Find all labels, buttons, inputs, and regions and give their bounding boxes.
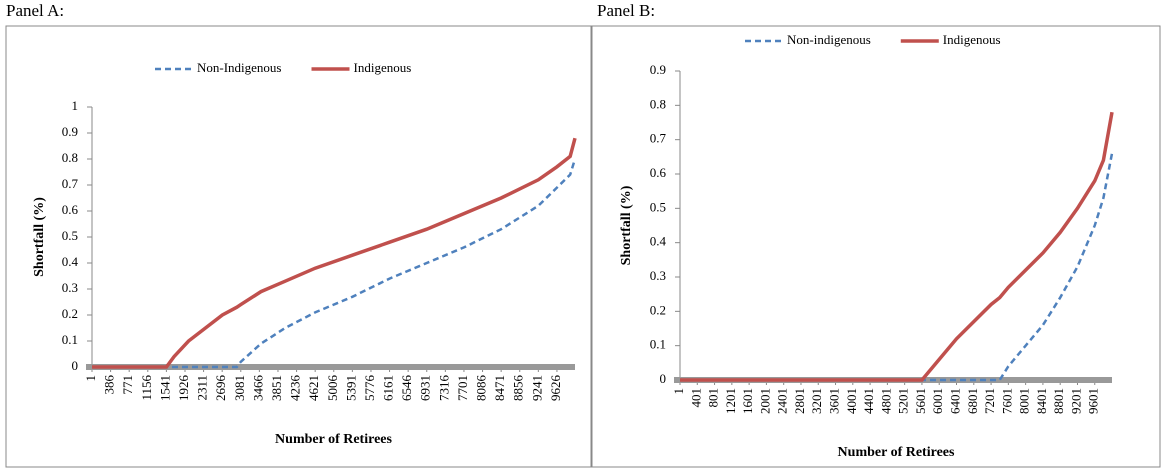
legend-label: Indigenous — [943, 32, 1001, 47]
x-tick-label: 401 — [688, 388, 703, 408]
x-tick-label: 1541 — [157, 375, 172, 401]
x-tick-label: 3851 — [269, 375, 284, 401]
panel-label: Panel A: — [6, 1, 64, 20]
x-tick-label: 7201 — [982, 388, 997, 414]
legend-label: Non-indigenous — [787, 32, 871, 47]
y-tick-label: 0.2 — [650, 302, 666, 317]
x-tick-label: 9241 — [529, 375, 544, 401]
x-tick-label: 6931 — [418, 375, 433, 401]
y-tick-label: 0.9 — [650, 62, 666, 77]
y-tick-label: 0 — [72, 358, 79, 373]
y-tick-label: 0.1 — [62, 332, 78, 347]
y-tick-label: 0.6 — [62, 202, 79, 217]
panel-frame — [5, 25, 592, 468]
y-tick-label: 0.7 — [62, 176, 79, 191]
x-tick-label: 5006 — [325, 375, 340, 402]
panel-label: Panel B: — [597, 1, 655, 20]
x-tick-label: 3466 — [250, 375, 265, 402]
x-tick-label: 8801 — [1051, 388, 1066, 414]
x-tick-label: 5391 — [343, 375, 358, 401]
x-tick-label: 2801 — [792, 388, 807, 414]
x-tick-label: 5776 — [362, 375, 377, 402]
series-line — [92, 158, 577, 369]
x-tick-label: 2311 — [195, 375, 210, 401]
x-tick-label: 3201 — [809, 388, 824, 414]
x-tick-label: 6546 — [399, 375, 414, 402]
x-tick-label: 7701 — [455, 375, 470, 401]
x-tick-label: 6801 — [965, 388, 980, 414]
x-tick-label: 1201 — [723, 388, 738, 414]
y-tick-label: 0.7 — [650, 131, 667, 146]
x-tick-label: 8401 — [1034, 388, 1049, 414]
x-tick-label: 4001 — [844, 388, 859, 414]
x-tick-label: 7601 — [999, 388, 1014, 414]
x-tick-label: 7316 — [436, 375, 451, 402]
y-tick-label: 0.9 — [62, 124, 78, 139]
y-tick-label: 0.1 — [650, 337, 666, 352]
x-tick-label: 1601 — [740, 388, 755, 414]
x-tick-label: 3601 — [827, 388, 842, 414]
y-tick-label: 0.6 — [650, 165, 667, 180]
x-tick-label: 2001 — [757, 388, 772, 414]
y-tick-label: 0.8 — [650, 96, 666, 111]
y-tick-label: 0.3 — [62, 280, 78, 295]
x-tick-label: 4236 — [288, 375, 303, 402]
x-tick-label: 6001 — [930, 388, 945, 414]
x-tick-label: 8086 — [474, 375, 489, 402]
legend-label: Non-Indigenous — [197, 60, 282, 75]
x-tick-label: 771 — [120, 375, 135, 395]
x-tick-label: 4401 — [861, 388, 876, 414]
y-tick-label: 0.3 — [650, 268, 666, 283]
y-tick-label: 0.4 — [62, 254, 79, 269]
x-tick-label: 1 — [83, 375, 98, 382]
x-tick-label: 386 — [102, 375, 117, 395]
x-tick-label: 1 — [671, 388, 686, 395]
x-tick-label: 6401 — [947, 388, 962, 414]
legend-label: Indigenous — [354, 60, 412, 75]
x-tick-label: 9601 — [1086, 388, 1101, 414]
x-tick-label: 3081 — [232, 375, 247, 401]
series-line — [92, 137, 577, 369]
y-tick-label: 0.8 — [62, 150, 78, 165]
series-line — [680, 111, 1114, 382]
x-tick-label: 1156 — [139, 375, 154, 401]
x-tick-label: 801 — [706, 388, 721, 408]
y-tick-label: 0.4 — [650, 234, 667, 249]
x-tick-label: 5201 — [896, 388, 911, 414]
series-line — [680, 153, 1114, 382]
x-tick-label: 2401 — [775, 388, 790, 414]
x-tick-label: 5601 — [913, 388, 928, 414]
y-tick-label: 0 — [660, 371, 667, 386]
y-tick-label: 1 — [72, 98, 79, 113]
x-tick-label: 2696 — [213, 375, 228, 402]
x-axis-label: Number of Retirees — [838, 445, 955, 460]
y-tick-label: 0.2 — [62, 306, 78, 321]
x-tick-label: 9626 — [548, 375, 563, 402]
x-tick-label: 9201 — [1068, 388, 1083, 414]
x-tick-label: 8856 — [511, 375, 526, 402]
x-tick-label: 4621 — [306, 375, 321, 401]
x-tick-label: 1926 — [176, 375, 191, 402]
x-axis-label: Number of Retirees — [275, 432, 392, 447]
x-tick-label: 4801 — [878, 388, 893, 414]
x-tick-label: 8001 — [1017, 388, 1032, 414]
panel-frame — [591, 25, 1161, 468]
x-tick-label: 6161 — [381, 375, 396, 401]
y-axis-label: Shortfall (%) — [32, 197, 47, 277]
x-tick-label: 8471 — [492, 375, 507, 401]
y-tick-label: 0.5 — [650, 199, 666, 214]
y-axis-label: Shortfall (%) — [619, 185, 634, 265]
y-tick-label: 0.5 — [62, 228, 78, 243]
